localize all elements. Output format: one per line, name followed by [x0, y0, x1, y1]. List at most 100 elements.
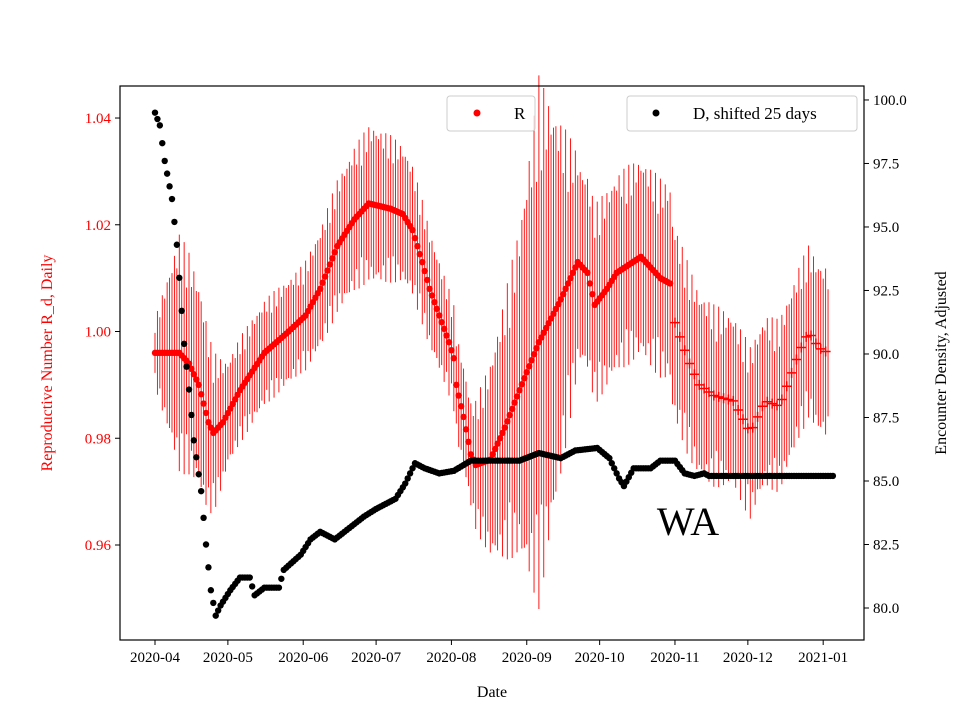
r-point	[207, 424, 215, 431]
r-point-plus	[810, 338, 821, 349]
x-tick-label: 2020-12	[723, 650, 773, 666]
d-point	[156, 122, 164, 129]
r-point	[542, 324, 550, 332]
d-point	[205, 564, 212, 571]
r-point	[557, 296, 564, 303]
r-point	[516, 387, 523, 394]
x-axis: 2020-04 2020-05 2020-06 2020-07 2020-08 2020-…	[130, 640, 848, 666]
d-point	[163, 170, 171, 177]
r-point	[508, 405, 516, 413]
r-point-plus	[791, 354, 802, 365]
r-point-plus	[781, 381, 792, 392]
r-point	[443, 332, 450, 339]
r-point-plus	[757, 401, 768, 412]
d-point	[402, 480, 409, 487]
r-point-plus	[767, 398, 778, 409]
r-point	[535, 338, 543, 346]
r-point	[491, 445, 499, 453]
r-point	[426, 285, 433, 293]
r-point	[501, 424, 509, 431]
x-tick-label: 2020-10	[575, 650, 625, 666]
r-point-plus	[776, 394, 787, 405]
r-point-plus	[689, 369, 700, 380]
r-point	[450, 354, 458, 362]
r-point	[567, 274, 574, 282]
r-point-plus	[669, 317, 680, 328]
r-point	[200, 400, 207, 407]
d-point	[180, 340, 188, 348]
r-point	[193, 376, 200, 383]
d-series	[151, 109, 837, 619]
x-tick-label: 2020-07	[351, 650, 401, 666]
d-point	[183, 363, 190, 370]
r-point	[411, 234, 419, 242]
d-point	[611, 465, 618, 472]
y-left-tick-label: 1.00	[85, 325, 111, 341]
x-tick-label: 2020-04	[130, 650, 180, 666]
r-point	[421, 267, 428, 275]
r-point	[414, 242, 421, 250]
legend-d: D, shifted 25 days	[626, 95, 858, 132]
x-tick-label: 2021-01	[798, 650, 848, 666]
y-right-tick-label: 90.0	[873, 347, 899, 363]
r-point	[419, 258, 426, 266]
d-point	[210, 599, 217, 607]
r-point	[564, 280, 572, 287]
d-point	[275, 584, 283, 591]
y-right-tick-label: 100.0	[873, 93, 907, 109]
r-point	[202, 409, 210, 417]
r-point-plus	[806, 330, 817, 341]
d-point	[185, 386, 193, 393]
d-point	[171, 218, 178, 226]
r-point	[460, 413, 467, 421]
r-point-plus	[786, 367, 797, 378]
d-point	[829, 472, 837, 480]
r-point	[494, 440, 501, 447]
r-point-plus	[772, 400, 783, 411]
r-point	[431, 298, 438, 306]
r-point	[540, 329, 547, 336]
d-point	[178, 307, 185, 315]
d-point	[154, 115, 161, 123]
r-point	[467, 451, 475, 458]
y-axis-right: 80.0 82.5 85.0 87.5 90.0 92.5 95.0 97.5 100.0	[864, 93, 907, 617]
r-point-plus	[684, 358, 695, 369]
d-point	[173, 241, 181, 248]
r-point	[572, 264, 579, 271]
r-point	[586, 280, 594, 287]
r-point	[205, 419, 212, 426]
r-point	[462, 426, 470, 433]
y-axis-left: 0.96 0.98 1.00 1.02 1.04	[85, 111, 120, 554]
r-point-plus	[728, 395, 739, 406]
r-point	[436, 312, 443, 319]
r-point	[457, 403, 465, 410]
r-point	[195, 381, 202, 389]
r-point-plus	[674, 331, 685, 342]
r-point	[552, 305, 560, 313]
d-point	[246, 574, 253, 581]
y-axis-left-label: Reproductive Number R_d, Daily	[39, 255, 56, 472]
y-right-tick-label: 80.0	[873, 601, 899, 617]
r-point	[416, 250, 424, 258]
r-point-plus	[708, 390, 719, 401]
d-point	[151, 109, 159, 116]
x-axis-label: Date	[477, 684, 507, 701]
r-point	[562, 285, 569, 293]
r-point	[504, 418, 511, 425]
r-point	[455, 392, 462, 399]
plot-frame	[119, 85, 865, 641]
r-point-plus	[762, 396, 773, 407]
r-point	[525, 363, 533, 370]
r-point	[489, 451, 496, 458]
d-point	[193, 454, 200, 461]
r-point	[559, 290, 567, 298]
d-point	[159, 139, 166, 147]
d-point	[188, 411, 195, 419]
r-point	[433, 305, 441, 313]
r-point	[521, 375, 528, 382]
r-point	[545, 320, 552, 327]
y-left-tick-label: 0.96	[85, 538, 112, 554]
r-point	[321, 273, 329, 280]
d-point	[278, 575, 285, 582]
r-point	[513, 393, 521, 400]
